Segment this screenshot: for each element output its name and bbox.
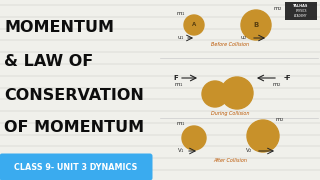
- Text: PHYSICS: PHYSICS: [295, 9, 307, 13]
- Text: During Collision: During Collision: [211, 111, 249, 116]
- Circle shape: [184, 15, 204, 35]
- Text: OF MOMENTUM: OF MOMENTUM: [4, 120, 144, 136]
- Text: m$_1$: m$_1$: [176, 120, 186, 128]
- FancyBboxPatch shape: [0, 154, 153, 180]
- Text: CONSERVATION: CONSERVATION: [4, 89, 144, 104]
- Text: After Collision: After Collision: [213, 158, 247, 163]
- Text: MOMENTUM: MOMENTUM: [4, 21, 114, 35]
- Text: Before Collision: Before Collision: [211, 42, 249, 48]
- Text: m$_1$: m$_1$: [176, 10, 186, 18]
- Circle shape: [202, 81, 228, 107]
- Text: TALHAS: TALHAS: [293, 4, 309, 8]
- Text: & LAW OF: & LAW OF: [4, 55, 93, 69]
- Text: F: F: [173, 75, 178, 81]
- Text: A: A: [192, 22, 196, 28]
- Text: m$_2$: m$_2$: [273, 5, 283, 13]
- Text: B: B: [253, 22, 259, 28]
- Text: u$_2$: u$_2$: [240, 34, 248, 42]
- Text: CLASS 9- UNIT 3 DYNAMICS: CLASS 9- UNIT 3 DYNAMICS: [14, 163, 138, 172]
- Text: V$_1$: V$_1$: [177, 147, 185, 156]
- Text: m$_2$: m$_2$: [272, 81, 282, 89]
- FancyBboxPatch shape: [285, 2, 317, 20]
- Circle shape: [247, 120, 279, 152]
- Text: u$_1$: u$_1$: [177, 34, 185, 42]
- Text: V$_2$: V$_2$: [245, 147, 253, 156]
- Text: m$_1$: m$_1$: [174, 81, 183, 89]
- Text: m$_2$: m$_2$: [275, 116, 285, 124]
- Text: ACADEMY: ACADEMY: [294, 14, 308, 18]
- Circle shape: [221, 77, 253, 109]
- Text: -F: -F: [284, 75, 292, 81]
- Circle shape: [241, 10, 271, 40]
- Circle shape: [182, 126, 206, 150]
